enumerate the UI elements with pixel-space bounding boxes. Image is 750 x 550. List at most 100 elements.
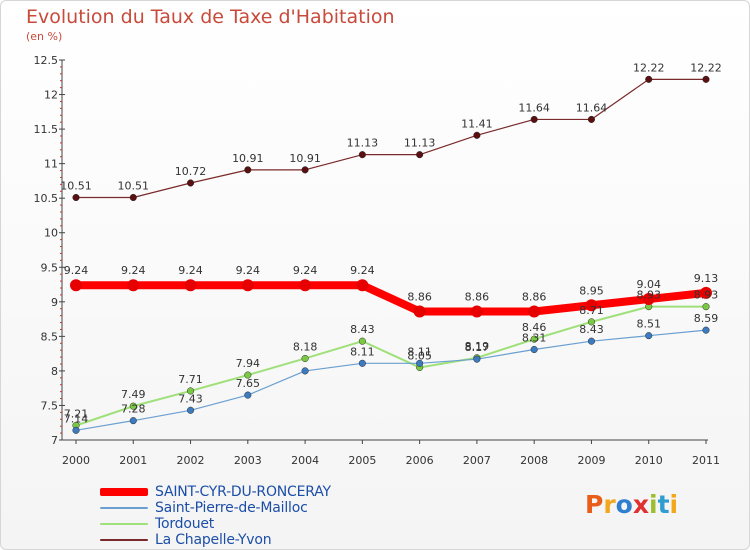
data-point-la-chapelle-yvon (702, 75, 710, 83)
data-point-la-chapelle-yvon (244, 166, 252, 174)
data-label-tordouet: 7.49 (121, 388, 146, 401)
data-point-saint-cyr-du-ronceray (700, 286, 712, 299)
data-point-saint-pierre-de-mailloc (72, 426, 80, 434)
data-point-saint-pierre-de-mailloc (358, 359, 366, 367)
data-label-tordouet: 8.71 (579, 304, 604, 317)
data-label-saint-cyr-du-ronceray: 9.24 (178, 264, 203, 277)
data-point-saint-cyr-du-ronceray (528, 305, 541, 318)
legend-swatch (100, 507, 148, 509)
legend-label: La Chapelle-Yvon (155, 532, 272, 548)
logo-letter: i (669, 490, 679, 519)
data-point-saint-pierre-de-mailloc (530, 345, 538, 354)
x-tick-label: 2001 (119, 454, 147, 467)
data-label-la-chapelle-yvon: 11.64 (518, 101, 550, 114)
legend-label: Saint-Pierre-de-Mailloc (155, 500, 308, 516)
y-tick-label: 10.5 (34, 192, 59, 205)
legend-swatch (100, 539, 148, 541)
data-label-la-chapelle-yvon: 10.91 (289, 152, 321, 165)
x-tick-label: 2005 (348, 454, 376, 467)
data-point-la-chapelle-yvon (530, 115, 538, 123)
data-point-saint-pierre-de-mailloc (186, 406, 195, 414)
data-label-saint-pierre-de-mailloc: 8.31 (522, 331, 547, 344)
data-point-saint-pierre-de-mailloc (416, 359, 424, 367)
data-label-saint-pierre-de-mailloc: 7.43 (178, 392, 203, 405)
data-point-tordouet (702, 303, 710, 311)
data-point-saint-pierre-de-mailloc (645, 332, 653, 340)
y-tick-label: 7.5 (41, 399, 59, 412)
data-point-saint-pierre-de-mailloc (587, 337, 596, 345)
data-point-saint-cyr-du-ronceray (241, 279, 254, 292)
data-label-tordouet: 7.94 (236, 357, 261, 370)
data-label-saint-cyr-du-ronceray: 9.24 (350, 264, 375, 277)
data-point-saint-cyr-du-ronceray (70, 279, 82, 292)
y-tick-label: 10 (44, 227, 58, 240)
y-tick-label: 11.5 (34, 123, 59, 136)
data-point-la-chapelle-yvon (587, 115, 596, 123)
data-label-la-chapelle-yvon: 10.72 (175, 165, 207, 178)
data-label-saint-cyr-du-ronceray: 8.95 (579, 284, 604, 297)
data-label-tordouet: 8.93 (636, 289, 661, 302)
data-label-la-chapelle-yvon: 11.13 (404, 137, 436, 150)
data-label-tordouet: 8.05 (407, 349, 432, 362)
series-line-la-chapelle-yvon (75, 78, 707, 199)
data-point-la-chapelle-yvon (416, 151, 424, 159)
proxiti-logo: Proxiti (585, 490, 678, 519)
data-point-saint-cyr-du-ronceray (642, 293, 655, 306)
data-point-tordouet (186, 387, 195, 395)
data-point-saint-pierre-de-mailloc (702, 326, 710, 334)
data-label-saint-pierre-de-mailloc: 8.17 (465, 341, 490, 354)
data-point-tordouet (530, 335, 538, 343)
data-point-la-chapelle-yvon (301, 166, 309, 174)
data-label-saint-pierre-de-mailloc: 7.14 (64, 412, 89, 425)
data-point-la-chapelle-yvon (645, 75, 653, 83)
data-point-saint-cyr-du-ronceray (585, 299, 598, 312)
data-point-saint-cyr-du-ronceray (127, 279, 140, 292)
logo-letter: t (657, 490, 670, 519)
y-tick-label: 9 (51, 296, 58, 309)
data-point-saint-pierre-de-mailloc (244, 391, 252, 399)
legend-label: Tordouet (155, 516, 215, 532)
legend-swatch (100, 523, 148, 525)
y-tick-label: 9.5 (41, 261, 59, 274)
data-point-saint-cyr-du-ronceray (470, 305, 483, 318)
y-tick-label: 7 (51, 434, 58, 447)
legend-item: Tordouet (100, 516, 331, 532)
data-point-saint-pierre-de-mailloc (473, 355, 481, 363)
data-label-tordouet: 7.21 (64, 407, 89, 420)
legend-item: Saint-Pierre-de-Mailloc (100, 500, 331, 516)
x-tick-label: 2008 (520, 454, 548, 467)
data-labels: 10.51 10.51 10.72 10.91 10.91 11.13 11.13 11.41… (60, 61, 722, 425)
y-tick-label: 11 (44, 158, 58, 171)
data-point-tordouet (358, 337, 366, 345)
x-tick-label: 2000 (62, 454, 90, 467)
x-tick-label: 2010 (635, 454, 663, 467)
chart-title: Evolution du Taux de Taxe d'Habitation (26, 6, 395, 28)
y-tick-label: 12 (44, 89, 58, 102)
data-label-tordouet: 8.19 (465, 340, 490, 353)
x-tick-label: 2004 (291, 454, 319, 467)
data-label-la-chapelle-yvon: 11.13 (347, 137, 379, 150)
logo-letter: o (615, 490, 633, 519)
data-label-tordouet: 8.43 (350, 323, 375, 336)
data-point-saint-cyr-du-ronceray (356, 279, 369, 292)
data-label-saint-pierre-de-mailloc: 7.65 (236, 377, 261, 390)
logo-letter: i (649, 490, 658, 519)
series-line-tordouet (75, 305, 707, 427)
data-point-tordouet (587, 318, 596, 326)
data-label-saint-pierre-de-mailloc: 8.59 (694, 312, 719, 325)
series-line-saint-pierre-de-mailloc (75, 329, 707, 431)
legend-item: La Chapelle-Yvon (100, 532, 331, 548)
data-label-la-chapelle-yvon: 10.51 (118, 179, 150, 192)
data-point-la-chapelle-yvon (129, 193, 137, 202)
logo-letter: r (603, 490, 616, 519)
data-label-saint-cyr-du-ronceray: 8.86 (522, 290, 547, 303)
logo-letter: x (632, 490, 649, 519)
data-label-la-chapelle-yvon: 12.22 (633, 61, 665, 74)
data-label-la-chapelle-yvon: 10.91 (232, 152, 264, 165)
data-point-tordouet (244, 371, 252, 379)
x-tick-label: 2007 (463, 454, 491, 467)
data-label-saint-cyr-du-ronceray: 9.04 (636, 278, 661, 291)
chart-subtitle: (en %) (26, 30, 63, 43)
data-point-saint-cyr-du-ronceray (184, 279, 197, 292)
